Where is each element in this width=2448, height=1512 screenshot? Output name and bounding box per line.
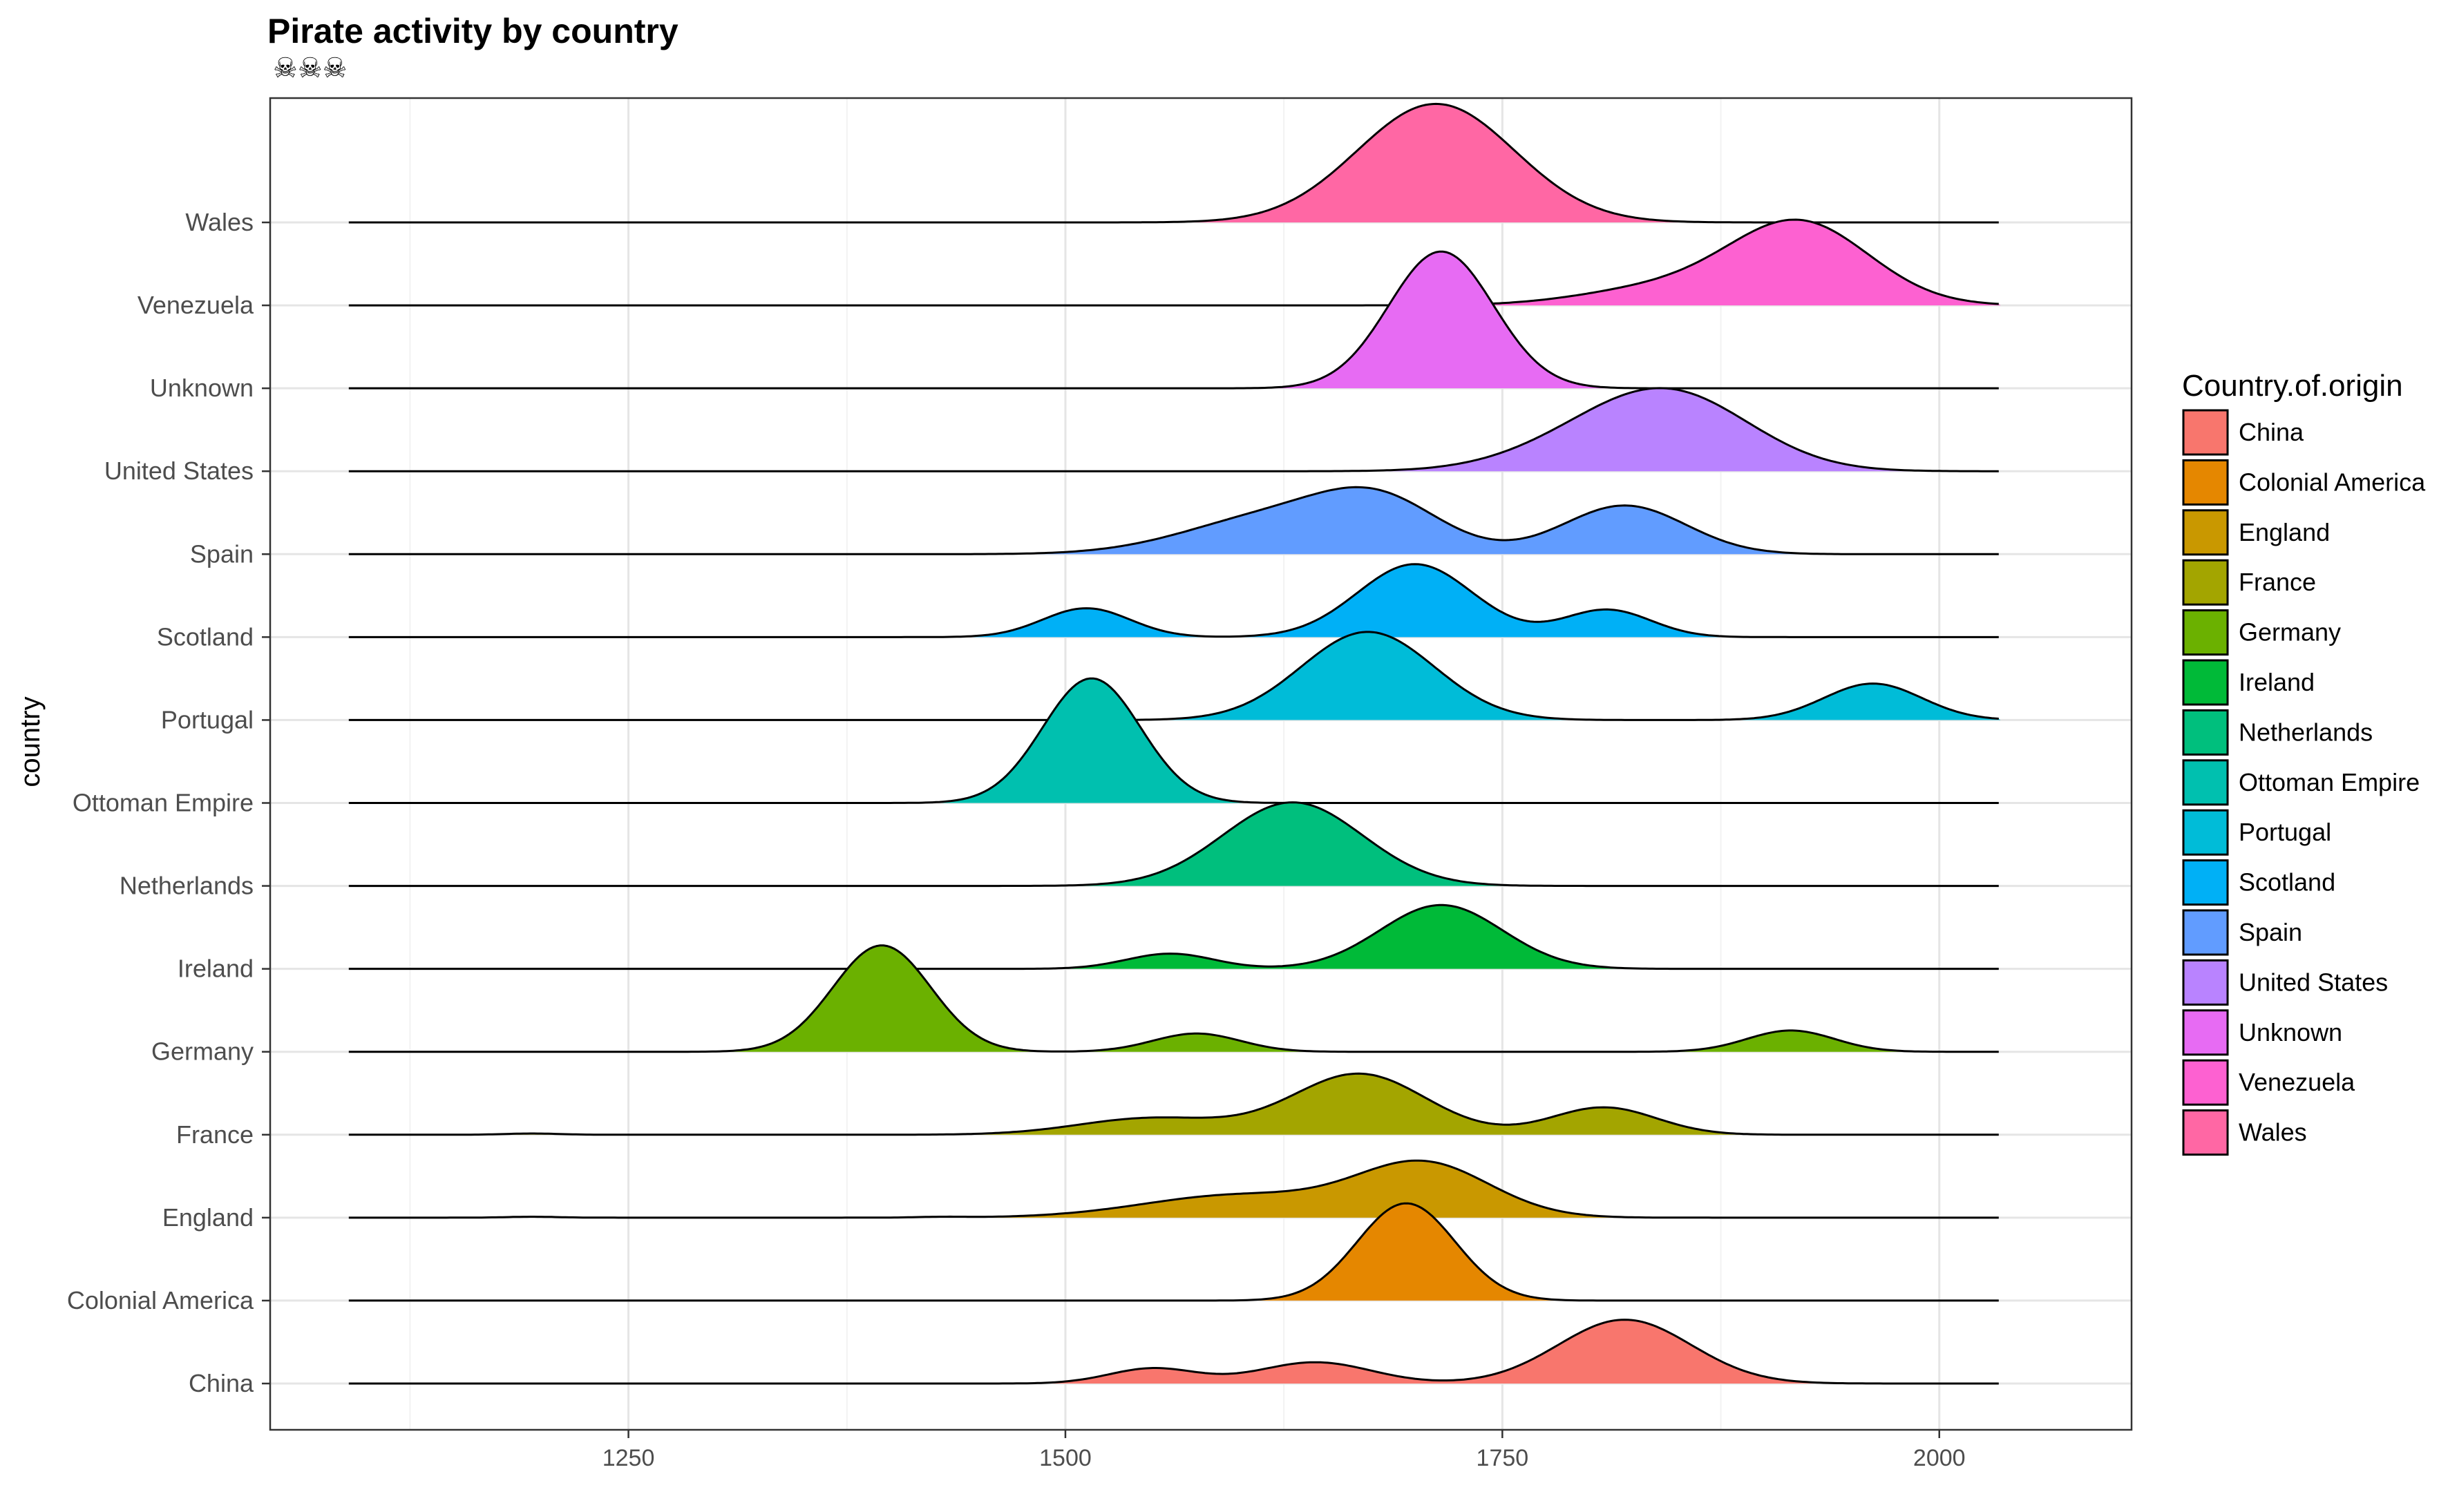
- legend-label: Ottoman Empire: [2239, 768, 2420, 796]
- ridge-line-unknown: [348, 250, 1999, 390]
- y-tick-label: France: [176, 1120, 254, 1149]
- legend-key: [2182, 409, 2229, 456]
- ridge-line-wales: [348, 102, 1999, 224]
- legend-key: [2182, 1109, 2229, 1156]
- x-tick-label: 2000: [1913, 1445, 1966, 1471]
- legend-key: [2182, 859, 2229, 906]
- legend-key: [2182, 809, 2229, 856]
- ridge-fill-england: [348, 1160, 2001, 1218]
- y-tick-label: Spain: [190, 539, 254, 568]
- ridge-line-ireland: [348, 903, 1999, 970]
- y-tick-label: Ireland: [178, 955, 254, 983]
- y-tick-label: England: [162, 1203, 254, 1232]
- legend-key: [2182, 459, 2229, 506]
- legend-key: [2182, 759, 2229, 806]
- y-tick-label: Portugal: [161, 705, 254, 734]
- ridge-fill-spain: [348, 487, 2001, 555]
- legend-label: Unknown: [2239, 1018, 2342, 1046]
- y-tick-label: Wales: [185, 208, 254, 236]
- ridge-fill-venezuela: [348, 220, 2001, 306]
- legend-label: Colonial America: [2239, 468, 2426, 496]
- y-axis-title: country: [15, 696, 46, 787]
- legend-label: Ireland: [2239, 668, 2315, 696]
- x-tick-label: 1500: [1039, 1445, 1092, 1471]
- ridges: [348, 102, 2001, 1385]
- legend-label: France: [2239, 568, 2316, 596]
- ridge-fill-france: [348, 1073, 2001, 1135]
- legend-label: Netherlands: [2239, 718, 2373, 746]
- ridge-line-germany: [348, 944, 1999, 1053]
- y-tick-label: Scotland: [157, 622, 254, 651]
- legend-key: [2182, 959, 2229, 1006]
- panel-border: [269, 97, 2133, 1431]
- legend-label: Portugal: [2239, 818, 2331, 846]
- ridge-fill-scotland: [348, 564, 2001, 638]
- y-tick-label: Germany: [151, 1037, 254, 1066]
- ridge-fill-wales: [348, 104, 2001, 222]
- ridge-fill-portugal: [348, 631, 2001, 720]
- ridge-fill-china: [348, 1319, 2001, 1384]
- ridge-line-france: [348, 1072, 1999, 1136]
- legend-key: [2182, 1059, 2229, 1106]
- x-tick-label: 1250: [602, 1445, 655, 1471]
- ridge-fill-netherlands: [348, 802, 2001, 886]
- ridge-line-venezuela: [348, 218, 1999, 307]
- ridge-line-china: [348, 1319, 1999, 1385]
- legend-label: England: [2239, 518, 2330, 546]
- legend-label: Wales: [2239, 1118, 2307, 1147]
- ridge-line-netherlands: [348, 801, 1999, 888]
- legend-key: [2182, 909, 2229, 956]
- legend-key: [2182, 659, 2229, 706]
- legend-key: [2182, 509, 2229, 556]
- legend-label: China: [2239, 418, 2304, 446]
- ridge-line-scotland: [348, 563, 1999, 638]
- x-tick-label: 1750: [1477, 1445, 1529, 1471]
- legend-key: [2182, 709, 2229, 756]
- y-tick-label: Colonial America: [67, 1286, 254, 1314]
- chart-subtitle: ☠☠☠: [273, 53, 348, 84]
- y-tick-label: Netherlands: [120, 872, 254, 900]
- legend-label: Venezuela: [2239, 1068, 2355, 1096]
- y-tick-label: United States: [104, 457, 254, 485]
- legend-key: [2182, 609, 2229, 656]
- ridge-line-england: [348, 1159, 1999, 1219]
- y-axis: China Colonial America England France German…: [67, 208, 270, 1397]
- legend-label: United States: [2239, 968, 2388, 996]
- ridge-fill-ottoman-empire: [348, 678, 2001, 803]
- ridge-line-portugal: [348, 631, 1999, 721]
- y-tick-label: Ottoman Empire: [73, 789, 254, 817]
- ridge-fill-germany: [348, 945, 2001, 1052]
- legend-label: Spain: [2239, 918, 2302, 946]
- x-axis: 1250 1500 1750 2000: [602, 1430, 1966, 1471]
- ridge-line-spain: [348, 486, 1999, 555]
- ridge-fill-ireland: [348, 905, 2001, 969]
- legend-title: Country.of.origin: [2182, 369, 2403, 403]
- legend: Country.of.origin China Colonial America E…: [2182, 369, 2426, 1156]
- y-tick-label: Unknown: [150, 374, 254, 402]
- legend-label: Scotland: [2239, 868, 2335, 897]
- ridge-line-colonial-america: [348, 1202, 1999, 1302]
- ridge-line-ottoman-empire: [348, 677, 1999, 804]
- legend-key: [2182, 1009, 2229, 1056]
- y-tick-label: China: [189, 1369, 254, 1397]
- legend-key: [2182, 559, 2229, 606]
- legend-label: Germany: [2239, 618, 2341, 647]
- y-tick-label: Venezuela: [137, 291, 254, 319]
- ridge-line-united-states: [348, 387, 1999, 472]
- chart-title: Pirate activity by country: [267, 12, 679, 50]
- ridge-fill-united-states: [348, 387, 2001, 472]
